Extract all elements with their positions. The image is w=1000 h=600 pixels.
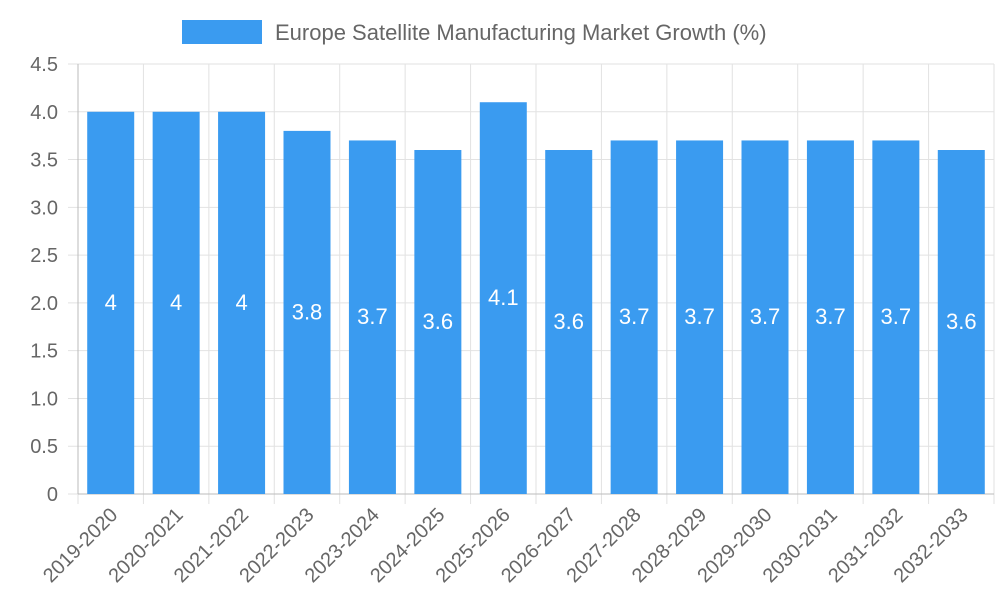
x-axis-labels: 2019-20202020-20212021-20222022-20232023… [39, 504, 973, 587]
data-label: 3.7 [750, 304, 781, 329]
y-tick-label: 2.5 [30, 245, 58, 267]
data-label: 4 [170, 290, 182, 315]
data-label: 3.7 [357, 304, 388, 329]
data-label: 4 [105, 290, 117, 315]
data-label: 3.6 [553, 309, 584, 334]
data-label: 3.6 [423, 309, 454, 334]
y-tick-label: 4.0 [30, 102, 58, 124]
y-tick-label: 1.5 [30, 341, 58, 363]
bar [545, 150, 593, 494]
legend-label: Europe Satellite Manufacturing Market Gr… [275, 20, 767, 45]
y-tick-label: 1.0 [30, 388, 58, 410]
y-tick-label: 3.5 [30, 150, 58, 172]
bar [872, 140, 920, 494]
bar [610, 140, 658, 494]
y-tick-label: 0 [47, 484, 58, 506]
bar [676, 140, 724, 494]
bar [414, 150, 462, 494]
data-label: 3.8 [292, 299, 323, 324]
bar [348, 140, 396, 494]
y-axis-labels: 0 0.5 1.0 1.5 2.0 2.5 3.0 3.5 4.0 4.5 [30, 54, 58, 506]
y-tick-label: 2.0 [30, 293, 58, 315]
bar [152, 111, 200, 495]
bar [87, 111, 135, 495]
data-label: 3.6 [946, 309, 977, 334]
y-tick-label: 3.0 [30, 197, 58, 219]
y-tick-label: 4.5 [30, 54, 58, 76]
data-label: 4 [235, 290, 247, 315]
data-label: 3.7 [815, 304, 846, 329]
data-label: 4.1 [488, 285, 519, 310]
bar [741, 140, 789, 494]
legend[interactable]: Europe Satellite Manufacturing Market Gr… [182, 20, 767, 45]
y-tick-label: 0.5 [30, 436, 58, 458]
data-label: 3.7 [684, 304, 715, 329]
bar [806, 140, 854, 494]
data-label: 3.7 [619, 304, 650, 329]
bars: 4 4 4 3.8 3.7 3.6 4.1 3.6 3.7 3.7 3.7 3.7 3.7 3.6 [87, 102, 985, 495]
bar [283, 130, 331, 494]
bar [937, 150, 985, 494]
bar [218, 111, 266, 495]
data-label: 3.7 [881, 304, 912, 329]
legend-swatch [182, 20, 262, 44]
grid [68, 63, 995, 504]
bar [479, 102, 527, 494]
